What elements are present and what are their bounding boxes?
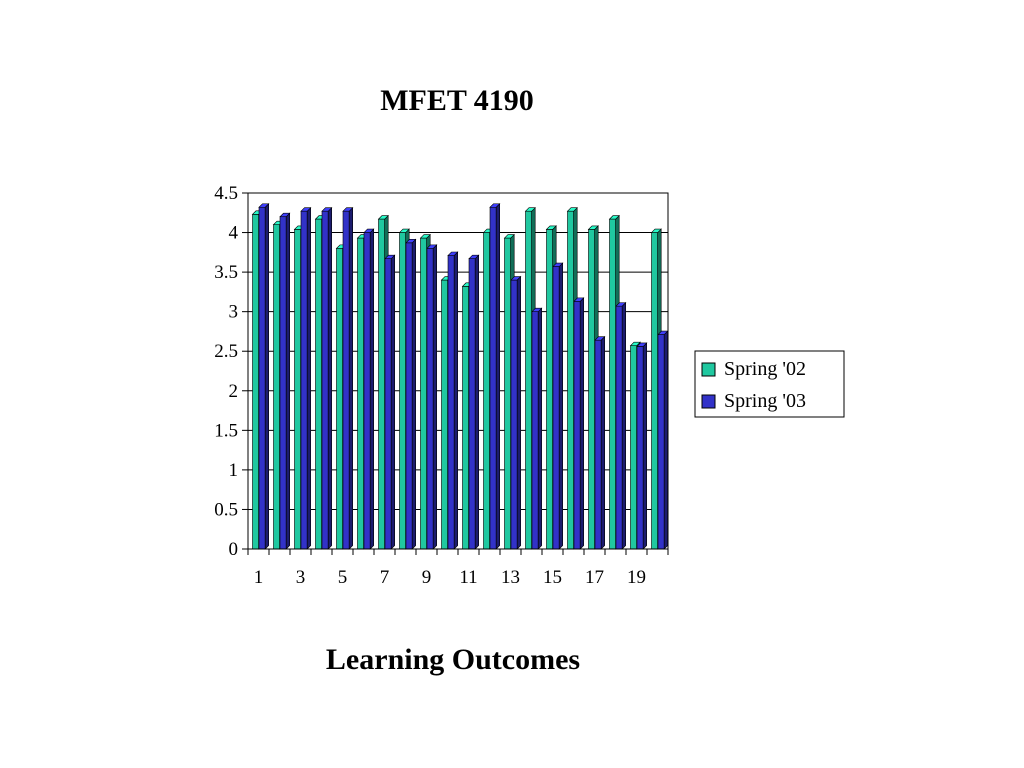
bar	[426, 244, 438, 550]
y-tick-label: 2	[229, 381, 239, 402]
x-tick-label: 13	[501, 567, 520, 588]
y-tick-label: 1	[229, 460, 239, 481]
chart-title: MFET 4190	[380, 84, 534, 117]
bar	[468, 254, 480, 550]
x-tick-label: 7	[380, 567, 390, 588]
bar	[363, 228, 375, 550]
x-tick-label: 19	[627, 567, 646, 588]
y-tick-label: 3	[229, 302, 239, 323]
x-tick-label: 9	[422, 567, 432, 588]
y-tick-label: 4	[229, 223, 239, 244]
bar	[636, 342, 648, 550]
bar	[657, 330, 669, 550]
y-tick-label: 0.5	[214, 499, 238, 520]
bar	[384, 254, 396, 550]
x-axis: 1 3 5 7 9 11 13 15 17 19	[247, 549, 669, 588]
bar	[510, 275, 522, 550]
legend-label: Spring '02	[724, 358, 806, 380]
bar	[300, 206, 312, 550]
x-tick-label: 15	[543, 567, 562, 588]
bar	[405, 238, 417, 550]
y-tick-label: 2.5	[214, 341, 238, 362]
bar	[258, 203, 270, 550]
y-tick-label: 1.5	[214, 420, 238, 441]
bar	[321, 206, 333, 550]
x-tick-label: 3	[296, 567, 306, 588]
x-tick-label: 5	[338, 567, 348, 588]
bar	[531, 307, 543, 550]
legend: Spring '02 Spring '03	[694, 350, 845, 418]
legend-label: Spring '03	[724, 390, 806, 412]
y-tick-label: 0	[229, 539, 239, 560]
bar	[342, 206, 354, 550]
bar	[573, 297, 585, 550]
bar	[615, 301, 627, 550]
x-tick-label: 1	[254, 567, 264, 588]
bar	[447, 251, 459, 550]
y-axis: 0 0.5 1 1.5 2 2.5 3 3.5 4 4.5	[214, 183, 248, 560]
x-axis-title: Learning Outcomes	[326, 643, 580, 676]
bar	[489, 203, 501, 550]
y-tick-label: 4.5	[214, 183, 238, 204]
legend-box	[694, 350, 845, 418]
legend-swatch	[701, 394, 716, 409]
y-tick-label: 3.5	[214, 262, 238, 283]
bar	[279, 212, 291, 550]
x-tick-label: 11	[459, 567, 477, 588]
bar	[594, 335, 606, 550]
legend-swatch	[701, 362, 716, 377]
x-tick-label: 17	[585, 567, 604, 588]
bar	[552, 262, 564, 550]
